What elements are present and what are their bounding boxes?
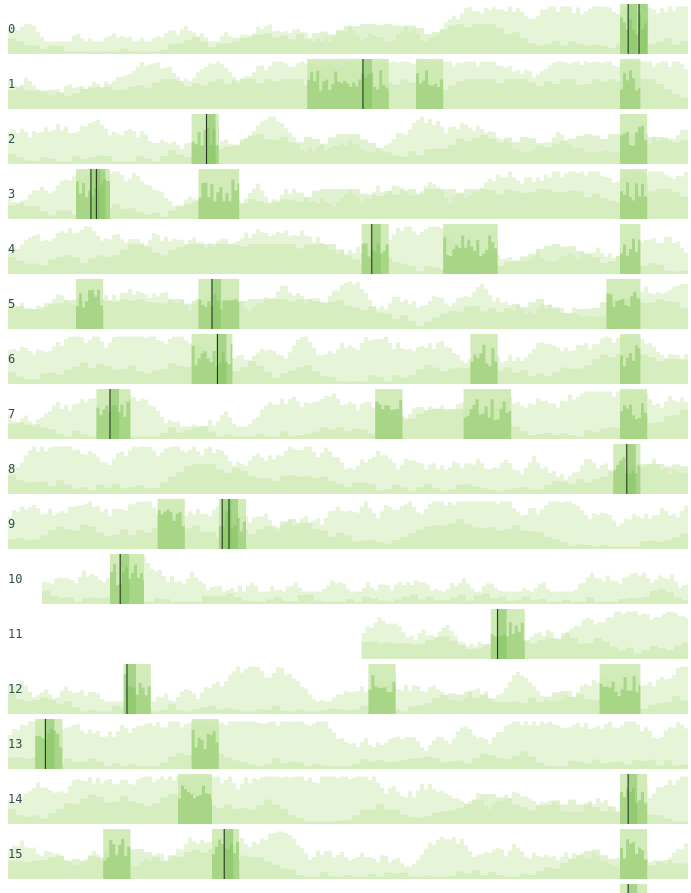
chart-row: 12 <box>8 664 688 714</box>
marker-band <box>627 4 638 54</box>
chart-row: 10 <box>8 554 688 604</box>
marker-band <box>109 389 119 439</box>
area-band <box>8 721 688 769</box>
row-label: 6 <box>8 352 15 366</box>
row-label: 5 <box>8 297 15 311</box>
highlight-peak <box>620 125 648 164</box>
area-band <box>8 464 688 494</box>
highlight-peak <box>76 289 104 329</box>
row-label: 11 <box>8 627 22 641</box>
highlight-peak <box>375 399 403 439</box>
highlight-peak <box>470 344 498 384</box>
highlight-peak <box>198 179 240 219</box>
row-label: 15 <box>8 847 22 861</box>
row-label: 13 <box>8 737 22 751</box>
row-label: 1 <box>8 77 15 91</box>
marker-band <box>95 169 106 219</box>
marker-band <box>361 59 372 109</box>
marker-band <box>625 444 636 494</box>
highlight-peak <box>103 839 131 879</box>
highlight-peak <box>620 70 641 109</box>
row-label: 0 <box>8 22 15 36</box>
highlight-peak <box>620 238 641 274</box>
row-label: 2 <box>8 132 15 146</box>
chart-row <box>620 884 648 893</box>
marker-band <box>627 774 638 824</box>
area-band <box>8 244 688 274</box>
highlight-peak <box>463 399 512 439</box>
chart-row: 15 <box>8 829 688 879</box>
chart-row: 7 <box>8 389 688 439</box>
chart-row: 13 <box>8 719 688 769</box>
highlight-peak <box>157 509 185 549</box>
area-band <box>8 24 688 54</box>
area-band <box>8 409 688 439</box>
row-label: 10 <box>8 572 22 586</box>
chart-row: 3 <box>8 169 688 219</box>
highlight-peak <box>620 182 648 219</box>
area-band <box>8 691 688 714</box>
marker-band <box>496 609 507 659</box>
row-label: 8 <box>8 462 15 476</box>
chart-row: 1 <box>8 59 688 109</box>
highlight-peak <box>191 729 219 769</box>
chart-row: 5 <box>8 279 688 329</box>
highlight-peak <box>620 839 648 879</box>
highlight-peak <box>620 345 641 384</box>
marker-band <box>89 169 100 219</box>
marker-band <box>205 114 216 164</box>
chart-row: 14 <box>8 774 688 824</box>
highlight-peak <box>599 675 641 714</box>
area-band <box>8 299 688 329</box>
highlight-peak <box>443 235 498 274</box>
chart-row: 0 <box>8 4 688 55</box>
marker-band <box>216 334 227 384</box>
area-band <box>42 556 688 604</box>
area-band <box>42 589 688 604</box>
area-band <box>8 134 688 164</box>
row-label: 7 <box>8 407 15 421</box>
marker-band <box>223 829 234 879</box>
chart-row: 8 <box>8 444 688 494</box>
chart-row: 4 <box>8 224 688 274</box>
row-label: 3 <box>8 187 15 201</box>
chart-row: 2 <box>8 114 688 164</box>
highlight-peak <box>368 675 396 714</box>
marker-band <box>228 499 238 549</box>
highlight-peak <box>178 785 212 824</box>
area-band <box>8 748 688 769</box>
chart-row: 9 <box>8 499 688 549</box>
marker-band <box>44 719 55 769</box>
row-label: 9 <box>8 517 15 531</box>
marker-band <box>370 224 381 274</box>
marker-band <box>638 4 649 54</box>
marker-band <box>627 884 638 893</box>
row-label: 14 <box>8 792 22 806</box>
area-band <box>8 189 688 219</box>
row-label: 12 <box>8 682 22 696</box>
highlight-peak <box>416 70 444 109</box>
chart-row: 6 <box>8 334 688 384</box>
chart-row: 11 <box>8 609 688 659</box>
highlight-peak <box>606 291 641 329</box>
marker-band <box>126 664 136 714</box>
marker-band <box>221 499 232 549</box>
area-band <box>8 849 688 879</box>
marker-band <box>119 554 130 604</box>
highlight-peak <box>620 403 648 439</box>
area-band <box>8 354 688 384</box>
row-label: 4 <box>8 242 15 256</box>
marker-band <box>211 279 221 329</box>
